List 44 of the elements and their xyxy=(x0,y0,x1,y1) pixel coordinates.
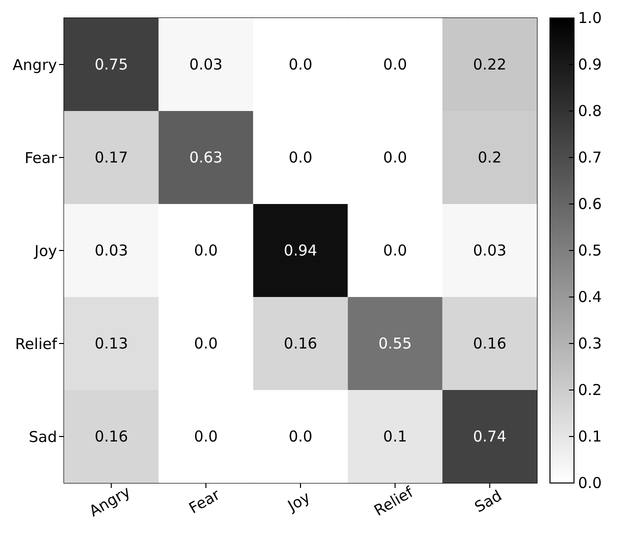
data-label: 0.16 xyxy=(284,334,318,352)
x-tick-label: Fear xyxy=(186,485,224,518)
y-tick-label: Joy xyxy=(34,242,58,260)
data-label: 0.03 xyxy=(189,56,223,74)
color-bar-label: 0.2 xyxy=(578,381,602,399)
data-label: 0.2 xyxy=(478,148,502,166)
color-bar-label: 0.7 xyxy=(578,148,602,166)
y-tick-label: Angry xyxy=(12,56,58,74)
data-label: 0.0 xyxy=(383,242,408,260)
data-label: 0.0 xyxy=(194,242,218,260)
data-label: 0.0 xyxy=(194,334,218,352)
data-label: 0.74 xyxy=(472,428,506,446)
color-bar-label: 1.0 xyxy=(578,9,602,27)
data-label: 0.16 xyxy=(472,334,506,352)
y-tick-label: Fear xyxy=(24,148,58,167)
color-bar-label: 0.5 xyxy=(578,242,602,260)
color-bar-label: 0.4 xyxy=(578,288,602,306)
data-label: 0.55 xyxy=(378,334,412,352)
data-label: 0.17 xyxy=(94,148,128,166)
data-label: 0.75 xyxy=(94,56,128,74)
data-label: 0.0 xyxy=(194,428,218,446)
data-label: 0.0 xyxy=(288,148,312,166)
data-label: 0.1 xyxy=(383,428,408,446)
data-label: 0.94 xyxy=(284,242,318,260)
y-tick-label: Sad xyxy=(28,428,57,446)
data-label: 0.0 xyxy=(288,56,312,74)
data-label: 0.13 xyxy=(94,334,128,352)
data-label: 0.63 xyxy=(189,148,223,166)
data-label: 0.0 xyxy=(383,148,408,166)
x-tick-label: Sad xyxy=(471,486,505,516)
data-label: 0.0 xyxy=(383,56,408,74)
data-label: 0.16 xyxy=(94,428,128,446)
color-bar-label: 0.9 xyxy=(578,56,602,74)
color-bar-label: 0.1 xyxy=(578,428,602,446)
y-tick-label: Relief xyxy=(15,334,58,353)
color-bar-label: 0.8 xyxy=(578,102,602,120)
data-label: 0.03 xyxy=(472,242,506,260)
color-bar-label: 0.3 xyxy=(578,334,602,352)
data-label: 0.03 xyxy=(94,242,128,260)
x-tick-label: Joy xyxy=(284,488,314,516)
data-label: 0.22 xyxy=(472,56,506,74)
color-bar-label: 0.6 xyxy=(578,195,602,213)
color-bar-label: 0.0 xyxy=(578,474,602,492)
data-label: 0.0 xyxy=(288,428,312,446)
